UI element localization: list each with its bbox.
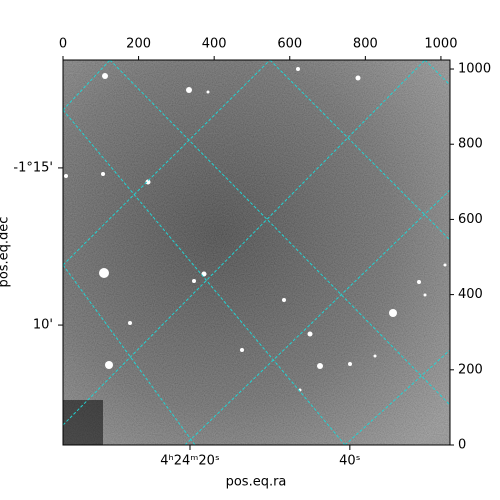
- y-tick-label: 200: [458, 362, 483, 377]
- x-tick-label: 400: [202, 37, 227, 52]
- y-tick-label: 600: [458, 212, 483, 227]
- y-tick-label: 1000: [458, 62, 491, 77]
- x-tick-label: 600: [277, 37, 302, 52]
- y-axis-label: pos.eq.dec: [0, 217, 12, 288]
- x-tick-label: 1000: [424, 37, 457, 52]
- y-tick-label: 0: [458, 438, 466, 453]
- ra-tick-label: 4ʰ24ᵐ20ˢ: [160, 454, 220, 469]
- dec-tick-label: -1°15': [13, 160, 53, 175]
- ra-tick-label: 40ˢ: [339, 454, 361, 469]
- dec-tick-label: 10': [33, 318, 53, 333]
- x-tick-label: 0: [59, 37, 67, 52]
- x-tick-label: 800: [353, 37, 378, 52]
- x-axis-label: pos.eq.ra: [226, 475, 287, 490]
- y-tick-label: 400: [458, 287, 483, 302]
- sky-image: [63, 60, 450, 445]
- x-tick-label: 200: [126, 37, 151, 52]
- frame: [62, 59, 451, 446]
- y-tick-label: 800: [458, 137, 483, 152]
- coordinate-grid: [63, 60, 450, 445]
